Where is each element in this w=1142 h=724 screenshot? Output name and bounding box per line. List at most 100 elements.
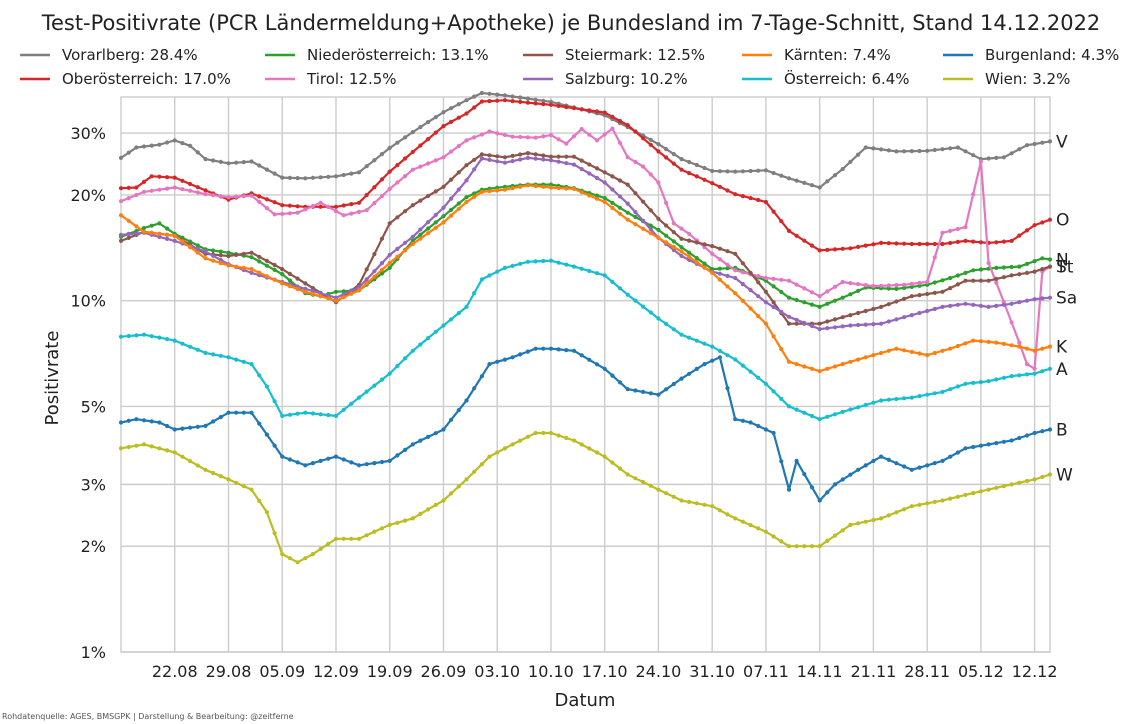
data-point xyxy=(510,186,515,191)
data-point xyxy=(211,470,216,476)
data-point xyxy=(771,534,776,539)
data-point xyxy=(794,317,799,322)
data-point xyxy=(948,228,953,233)
data-point xyxy=(326,296,331,301)
series-wien xyxy=(118,430,1053,565)
data-point xyxy=(149,143,154,148)
data-point xyxy=(832,533,838,538)
data-point xyxy=(717,277,723,282)
data-point xyxy=(257,421,262,426)
data-point xyxy=(333,298,339,303)
data-point xyxy=(925,148,930,153)
data-point xyxy=(403,518,408,523)
data-point xyxy=(264,384,269,389)
x-tick-label: 03.10 xyxy=(474,662,520,681)
data-point xyxy=(541,157,546,162)
data-point xyxy=(610,126,615,131)
data-point xyxy=(272,200,277,205)
data-point xyxy=(426,137,431,142)
data-point xyxy=(541,184,546,189)
data-point xyxy=(280,211,285,216)
data-point xyxy=(840,477,845,482)
data-point xyxy=(971,380,976,385)
data-point xyxy=(625,472,630,477)
data-point xyxy=(403,356,408,361)
legend-label: Vorarlberg: 28.4% xyxy=(62,46,198,64)
data-point xyxy=(356,463,362,468)
data-point xyxy=(188,459,193,464)
data-point xyxy=(779,289,784,295)
x-tick-label: 29.08 xyxy=(206,662,252,681)
data-point xyxy=(863,322,868,327)
data-point xyxy=(948,146,953,151)
data-point xyxy=(1001,275,1007,280)
data-point xyxy=(825,538,830,544)
data-point xyxy=(234,160,239,165)
data-point xyxy=(395,140,400,145)
data-point xyxy=(994,441,999,446)
data-point xyxy=(940,389,945,394)
data-point xyxy=(372,201,377,206)
data-point xyxy=(356,209,362,214)
legend-item-burgenland: Burgenland: 4.3% xyxy=(943,46,1119,64)
data-point xyxy=(571,348,577,353)
data-point xyxy=(226,161,231,166)
data-point xyxy=(886,397,891,402)
data-point xyxy=(1017,233,1022,238)
data-point xyxy=(840,324,845,329)
data-point xyxy=(564,186,569,191)
data-point xyxy=(395,215,400,220)
data-point xyxy=(218,194,223,199)
data-point xyxy=(886,348,891,353)
data-point xyxy=(817,185,822,190)
data-point xyxy=(533,156,538,161)
data-point xyxy=(786,487,792,492)
data-point xyxy=(602,170,607,175)
data-point xyxy=(1017,344,1022,349)
data-point xyxy=(671,327,676,332)
data-point xyxy=(172,138,177,143)
data-point xyxy=(487,99,492,104)
data-point xyxy=(610,200,615,205)
data-point xyxy=(909,349,914,354)
data-point xyxy=(456,102,461,107)
data-point xyxy=(856,357,861,362)
data-point xyxy=(211,248,216,253)
data-point xyxy=(825,326,830,331)
y-axis-label: Positivrate xyxy=(42,331,63,426)
data-point xyxy=(978,240,984,245)
data-point xyxy=(364,533,369,538)
data-point xyxy=(840,409,845,414)
data-point xyxy=(341,172,346,178)
data-point xyxy=(802,364,807,369)
data-point xyxy=(602,273,607,278)
data-point xyxy=(456,408,461,413)
data-point xyxy=(1009,238,1014,243)
data-point xyxy=(372,461,377,466)
data-point xyxy=(610,460,615,465)
data-point xyxy=(548,185,554,190)
data-point xyxy=(525,183,531,188)
data-point xyxy=(303,207,308,212)
legend-label: Oberösterreich: 17.0% xyxy=(62,70,231,88)
data-point xyxy=(786,404,792,409)
data-point xyxy=(126,232,131,237)
data-point xyxy=(817,304,822,309)
data-point xyxy=(211,419,216,424)
data-point xyxy=(725,266,730,271)
end-label-karnten: K xyxy=(1056,338,1068,358)
data-point xyxy=(487,454,492,459)
data-point xyxy=(917,280,922,285)
data-point xyxy=(441,214,446,219)
data-point xyxy=(495,159,500,164)
data-point xyxy=(771,305,776,310)
data-point xyxy=(272,531,277,536)
data-point xyxy=(264,263,269,268)
data-point xyxy=(234,264,239,269)
data-point xyxy=(379,193,385,199)
data-point xyxy=(548,258,554,263)
data-point xyxy=(648,310,653,315)
data-point xyxy=(848,472,853,477)
data-point xyxy=(779,347,784,352)
data-point xyxy=(533,152,538,157)
